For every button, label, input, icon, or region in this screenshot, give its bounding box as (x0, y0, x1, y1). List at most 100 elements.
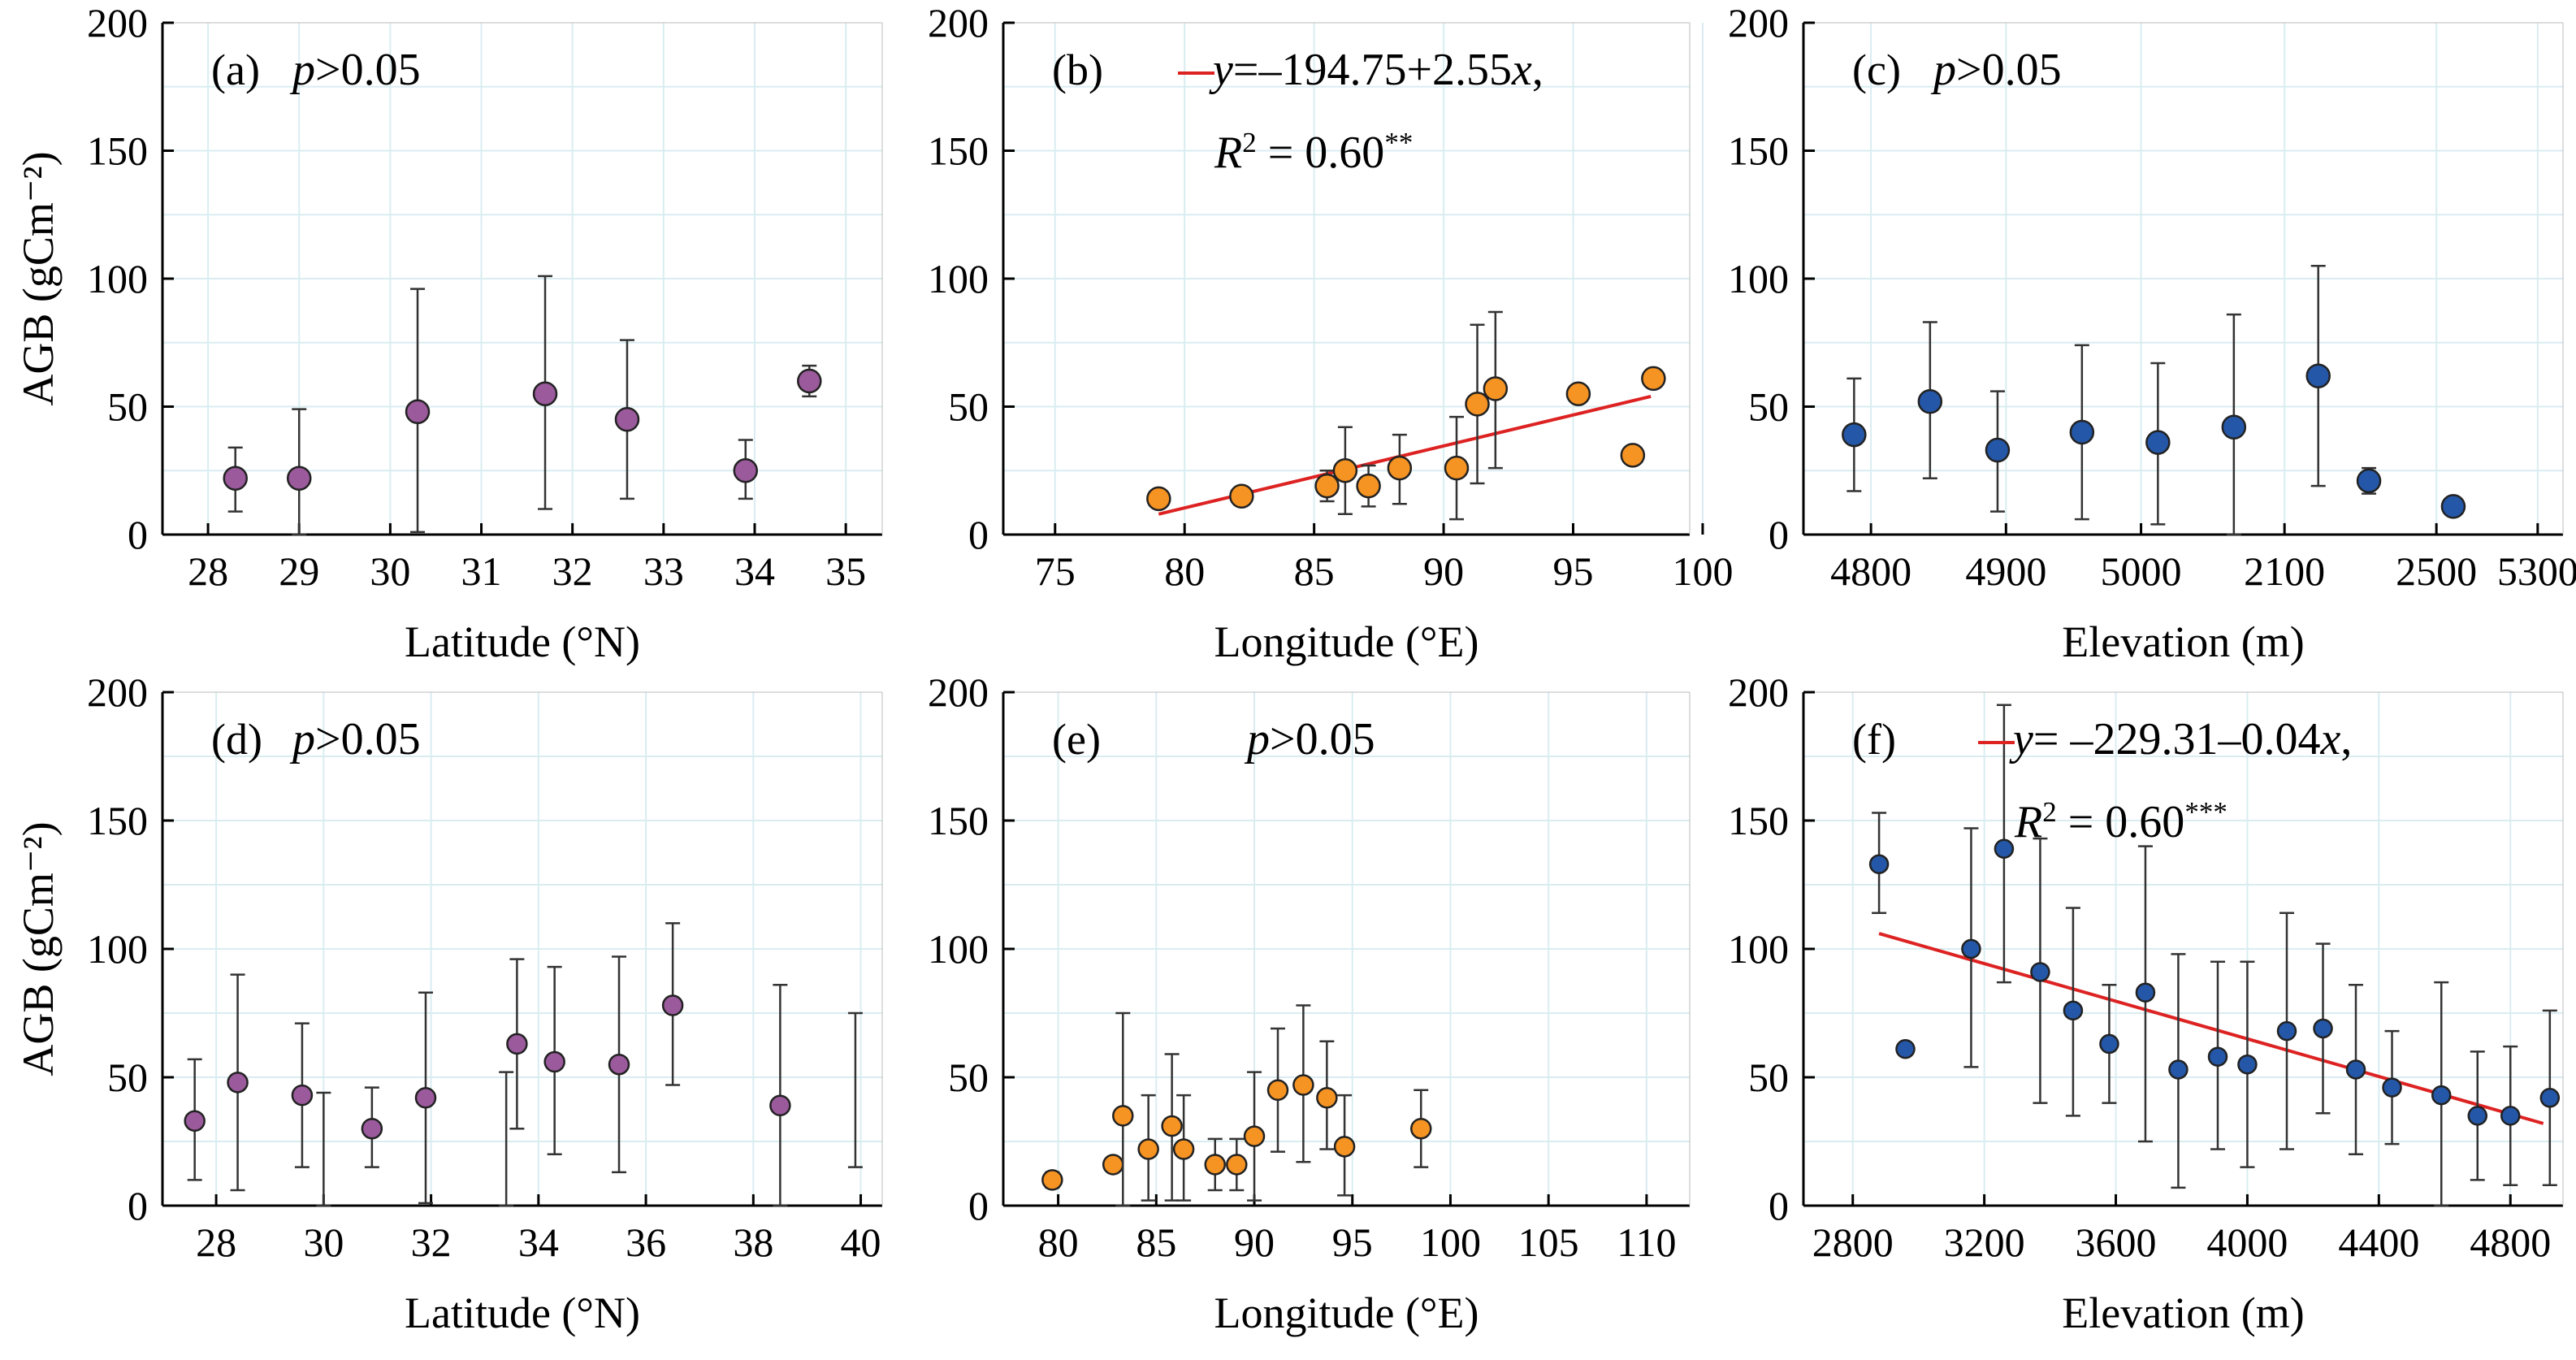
x-tick-label: 3600 (2076, 1219, 2157, 1265)
panel-label: (c) (1852, 45, 1901, 94)
panel-e: 0 50 100 150 200 80 85 90 95 100 105 110 Longitude (… (928, 669, 1691, 1337)
panel-label: (a) (211, 45, 260, 94)
x-tick-label: 30 (303, 1219, 344, 1265)
equation-text-part: , (2340, 714, 2352, 764)
data-point (1204, 1154, 1226, 1176)
data-point (1146, 486, 1171, 512)
y-tick-label: 200 (87, 0, 148, 45)
x-tick-label: 4800 (2470, 1219, 2551, 1265)
x-tick-label: 90 (1234, 1219, 1275, 1265)
data-point (1292, 1074, 1314, 1096)
y-tick-label: 50 (1748, 384, 1789, 430)
x-axis-title: Latitude (°N) (405, 1289, 640, 1337)
x-tick-label: 90 (1423, 548, 1464, 594)
data-point (1316, 1087, 1338, 1109)
data-point (1112, 1105, 1134, 1127)
y-tick-label: 50 (948, 1055, 989, 1100)
x-tick-label: 4000 (2206, 1219, 2288, 1265)
x-tick-label: 28 (196, 1219, 236, 1265)
y-tick-label: 0 (128, 1183, 148, 1228)
data-point (1409, 1117, 1432, 1140)
x-tick-label: 85 (1294, 548, 1335, 594)
x-tick-label: 110 (1617, 1219, 1676, 1265)
grid-lines (162, 692, 882, 1206)
y-tick-label: 0 (128, 512, 148, 557)
data-point (614, 407, 640, 432)
data-point (1895, 1038, 1916, 1059)
y-tick-label: 100 (928, 256, 989, 301)
panel-d: 0 50 100 150 200 28 30 32 34 36 38 40 Latitude (°N) A… (14, 669, 883, 1337)
x-tick-label: 32 (411, 1219, 452, 1265)
data-point (2500, 1106, 2521, 1126)
data-point (361, 1117, 383, 1140)
y-tick-label: 150 (928, 798, 989, 843)
data-point (543, 1050, 565, 1073)
significance-text: p>0.05 (289, 45, 421, 95)
panel-label: (f) (1852, 715, 1896, 764)
data-point (2030, 962, 2050, 982)
data-point (291, 1084, 314, 1107)
x-tick-label: 30 (370, 548, 410, 594)
data-point (1620, 443, 1646, 468)
data-point (1483, 376, 1509, 401)
data-point (1994, 838, 2015, 860)
data-point (2431, 1085, 2452, 1106)
grid-lines (1003, 23, 1704, 535)
x-tick-label: 29 (279, 548, 319, 594)
x-tick-label: 4400 (2338, 1219, 2419, 1265)
x-tick-label: 95 (1553, 548, 1594, 594)
panel-label: (e) (1052, 715, 1101, 764)
y-tick-label: 50 (1748, 1055, 1789, 1100)
error-bar (499, 1071, 514, 1207)
significance-text: p>0.05 (1930, 45, 2062, 95)
significance-text-part: >0.05 (315, 45, 421, 95)
data-point (223, 466, 248, 491)
significance-text-part: p (1244, 714, 1270, 764)
y-tick-label: 200 (1728, 669, 1789, 715)
panel-a: 0 50 100 150 200 28 29 30 31 32 33 34 35 Latitude (°N… (14, 0, 883, 666)
x-tick-label: 5300 (2497, 548, 2576, 594)
grid-lines (1803, 23, 2563, 535)
data-point (286, 466, 312, 491)
panel-c: 0 50 100 150 200 4800 4900 5000 2100 2500 5300 Elev… (1728, 0, 2576, 666)
grid-lines (162, 23, 882, 535)
y-axis-title: AGB (gCm⁻²) (14, 821, 63, 1076)
x-axis-title: Elevation (m) (2062, 617, 2304, 666)
data-point (227, 1072, 249, 1094)
data-point (1444, 455, 1470, 481)
x-tick-label: 80 (1038, 1219, 1079, 1265)
x-axis-title: Longitude (°E) (1214, 617, 1478, 666)
significance-text: p>0.05 (289, 714, 421, 764)
r-squared-text-part: ** (1384, 127, 1413, 158)
data-point (2135, 982, 2156, 1003)
equation-text-part: = –229.31–0.04 (2033, 714, 2321, 764)
x-tick-label: 5000 (2101, 548, 2182, 594)
x-tick-label: 2500 (2396, 548, 2477, 594)
panel-f: 0 50 100 150 200 2800 3200 3600 4000 4400 4800 Elev… (1728, 669, 2564, 1337)
data-point (769, 1094, 791, 1117)
r-squared-text-part: R (1214, 128, 1242, 178)
y-tick-label: 0 (968, 1183, 989, 1228)
data-point (2063, 1000, 2084, 1021)
x-tick-label: 36 (626, 1219, 666, 1265)
data-point (1356, 473, 1381, 499)
data-point (2069, 419, 2095, 445)
x-tick-label: 2100 (2244, 548, 2325, 594)
x-axis-title: Longitude (°E) (1214, 1289, 1478, 1337)
data-point (1041, 1169, 1063, 1191)
data-point (2168, 1059, 2189, 1080)
x-axis-title: Latitude (°N) (405, 617, 640, 666)
data-point (2305, 363, 2331, 388)
data-point (414, 1087, 437, 1109)
y-tick-label: 200 (87, 669, 148, 715)
data-point (2237, 1054, 2258, 1075)
y-tick-label: 50 (107, 1055, 148, 1100)
r-squared-text-part: 2 (2042, 796, 2057, 828)
x-tick-label: 38 (733, 1219, 773, 1265)
data-point (733, 458, 759, 483)
error-bar (316, 1091, 331, 1207)
r-squared-text: R2 = 0.60** (1214, 127, 1413, 179)
data-point (2145, 430, 2171, 455)
significance-text-part: >0.05 (315, 714, 421, 764)
data-point (1137, 1138, 1159, 1160)
